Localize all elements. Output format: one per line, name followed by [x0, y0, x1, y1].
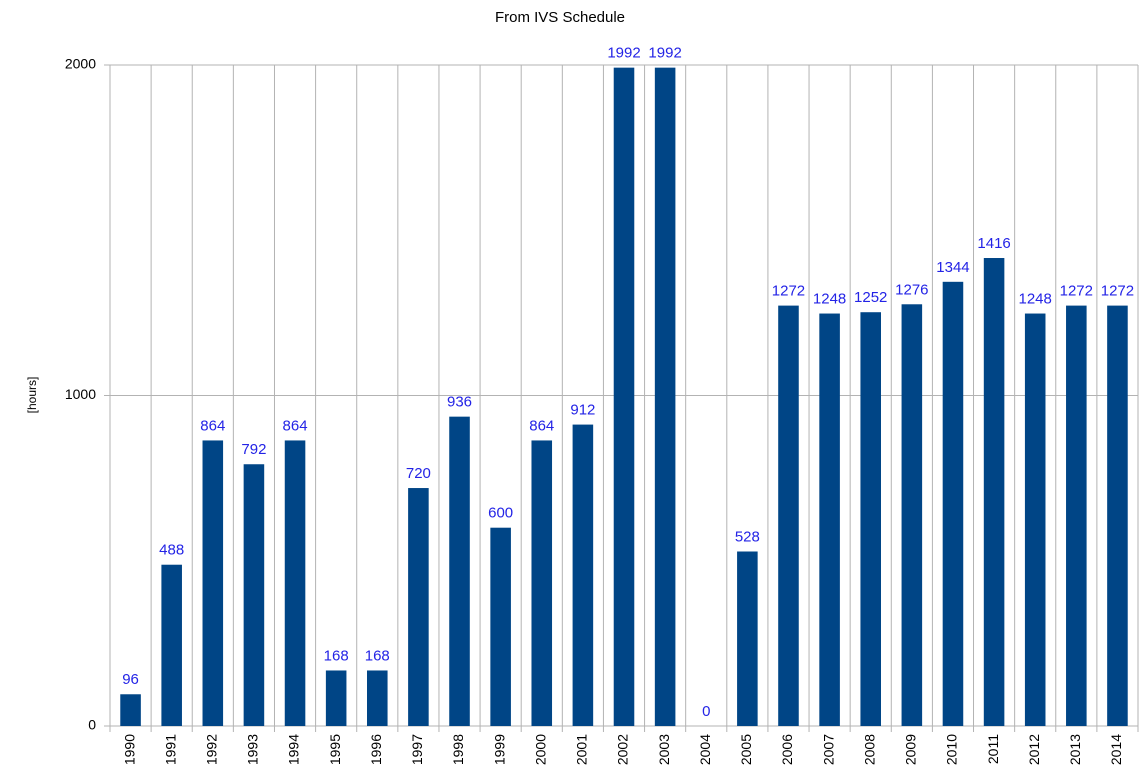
x-tick-label: 2001: [574, 734, 590, 765]
x-tick-label: 2006: [779, 734, 795, 765]
bar: [983, 258, 1005, 726]
bar: [367, 670, 388, 726]
x-tick-label: 1992: [204, 734, 220, 765]
x-tick-label: 2014: [1108, 734, 1124, 765]
value-label: 1344: [936, 259, 969, 276]
bar: [161, 564, 182, 726]
x-tick-label: 2011: [985, 734, 1001, 764]
bar: [243, 464, 265, 726]
value-label: 936: [447, 394, 472, 411]
bar: [202, 440, 224, 726]
bar: [1024, 313, 1046, 726]
x-tick-label: 1990: [121, 734, 137, 765]
x-tick-label: 2005: [738, 734, 754, 765]
x-tick-label: 2004: [697, 734, 713, 765]
x-tick-label: 2010: [944, 734, 960, 765]
bar: [1066, 305, 1087, 726]
x-tick-label: 1996: [368, 734, 384, 765]
value-label: 1248: [813, 291, 846, 308]
bar: [613, 67, 635, 727]
value-label: 0: [702, 703, 710, 720]
x-tick-label: 1991: [162, 734, 178, 765]
value-label: 864: [283, 417, 308, 434]
x-tick-label: 1994: [286, 734, 302, 765]
x-tick-label: 1995: [327, 734, 343, 765]
x-tick-label: 2003: [656, 734, 672, 765]
value-label: 1252: [854, 289, 887, 306]
bar: [1107, 305, 1128, 726]
value-label: 168: [365, 647, 390, 664]
bar: [490, 527, 511, 726]
y-tick-label: 2000: [65, 56, 96, 72]
value-label: 1276: [895, 281, 928, 298]
x-tick-label: 2012: [1026, 734, 1042, 765]
bar: [284, 440, 306, 726]
bar: [819, 313, 840, 726]
x-tick-label: 2002: [615, 734, 631, 765]
bar: [531, 440, 553, 726]
bar: [449, 416, 470, 726]
value-label: 600: [488, 505, 513, 522]
value-label: 864: [200, 417, 225, 434]
x-tick-label: 1997: [409, 734, 425, 765]
x-tick-label: 2009: [903, 734, 919, 765]
value-label: 168: [324, 647, 349, 664]
value-label: 96: [122, 671, 139, 688]
y-tick-label: 0: [88, 717, 96, 733]
bar: [325, 670, 347, 726]
x-tick-label: 1993: [245, 734, 261, 765]
chart-title: From IVS Schedule: [495, 9, 625, 26]
value-label: 912: [570, 402, 595, 419]
value-label: 1248: [1019, 291, 1052, 308]
value-label: 1992: [607, 45, 640, 62]
x-tick-label: 2013: [1067, 734, 1083, 765]
value-label: 528: [735, 528, 760, 545]
bar: [737, 551, 758, 726]
value-label: 792: [241, 441, 266, 458]
bar: [572, 424, 594, 726]
value-label: 864: [529, 417, 554, 434]
value-label: 488: [159, 542, 184, 559]
value-label: 720: [406, 465, 431, 482]
x-tick-label: 1999: [491, 734, 507, 765]
bar: [901, 304, 923, 726]
x-tick-label: 2007: [820, 734, 836, 765]
bar: [120, 694, 141, 726]
y-axis-label: [hours]: [25, 377, 39, 414]
bar: [778, 305, 799, 726]
bar: [942, 281, 964, 726]
x-tick-label: 1998: [450, 734, 466, 765]
value-label: 1416: [977, 235, 1010, 252]
y-tick-label: 1000: [65, 386, 96, 402]
value-label: 1272: [772, 283, 805, 300]
bar: [408, 488, 429, 726]
bar: [654, 67, 676, 727]
value-label: 1272: [1060, 283, 1093, 300]
bar: [860, 312, 881, 726]
x-tick-label: 2000: [532, 734, 548, 765]
x-tick-label: 2008: [861, 734, 877, 765]
value-label: 1992: [648, 45, 681, 62]
value-label: 1272: [1101, 283, 1134, 300]
